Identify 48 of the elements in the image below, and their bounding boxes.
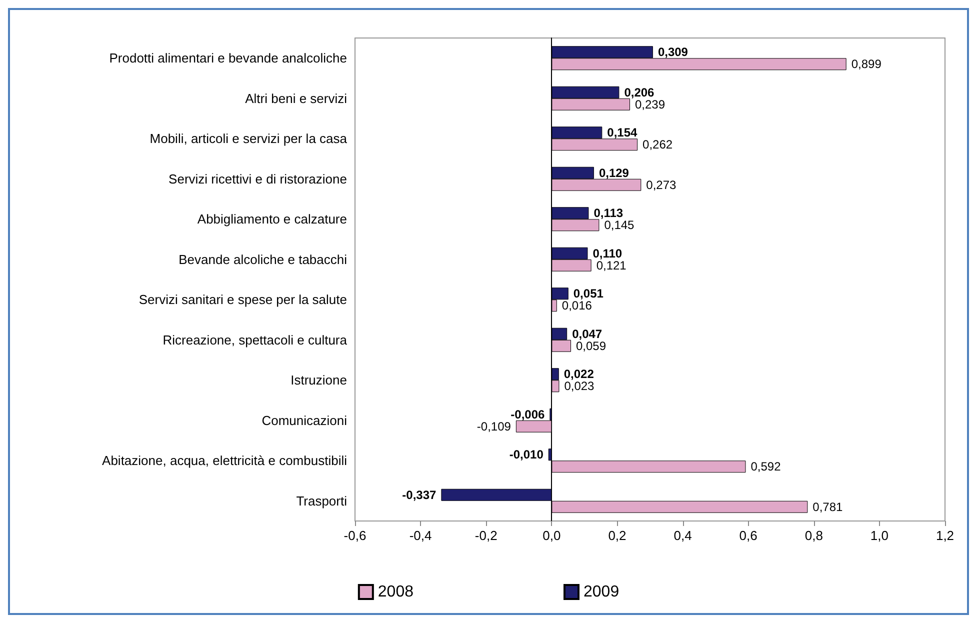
data-label: 0,239 xyxy=(635,97,666,112)
data-label: 0,899 xyxy=(851,57,882,72)
y-tick-label: Prodotti alimentari e bevande analcoliche xyxy=(109,50,347,66)
data-label: -0,006 xyxy=(510,407,546,422)
y-tick-label: Comunicazioni xyxy=(262,412,348,428)
y-tick-label: Abbigliamento e calzature xyxy=(197,212,347,227)
x-tick-label: 0,2 xyxy=(608,528,626,543)
data-label: 0,121 xyxy=(596,258,627,272)
x-tick-label: 1,0 xyxy=(870,528,888,543)
x-tick-label: 0,6 xyxy=(739,528,758,543)
data-label: 0,154 xyxy=(607,126,638,140)
data-label: 0,016 xyxy=(562,298,592,313)
x-tick-label: 0,0 xyxy=(542,528,561,543)
y-tick-label: Bevande alcoliche e tabacchi xyxy=(178,252,348,267)
y-tick-label: Mobili, articoli e servizi per la casa xyxy=(150,131,348,146)
x-tick-label: 1,2 xyxy=(936,528,954,543)
data-label: 0,023 xyxy=(564,379,595,394)
data-label: 0,781 xyxy=(812,500,844,514)
x-tick-label: -0,2 xyxy=(474,528,498,543)
data-label: -0,337 xyxy=(402,488,437,502)
data-label: 0,051 xyxy=(573,286,604,301)
data-label: 0,309 xyxy=(658,45,688,60)
data-label: -0,109 xyxy=(476,419,512,434)
x-tick-label: -0,6 xyxy=(344,528,366,543)
y-tick-label: Istruzione xyxy=(290,372,347,388)
y-tick-label: Altri beni e servizi xyxy=(245,90,348,106)
x-tick-label: 0,8 xyxy=(804,528,823,543)
data-label: 0,059 xyxy=(576,338,606,353)
y-tick-label: Ricreazione, spettacoli e cultura xyxy=(162,332,348,348)
data-label: 0,022 xyxy=(564,367,594,382)
y-tick-label: Servizi sanitari e spese per la salute xyxy=(138,292,347,308)
y-tick-label: Abitazione, acqua, elettricità e combustibili xyxy=(102,453,348,468)
data-label: 0,262 xyxy=(642,138,673,152)
x-tick-label: 0,4 xyxy=(674,528,692,543)
y-tick-label: Servizi ricettivi e di ristorazione xyxy=(168,171,347,186)
data-label: 0,129 xyxy=(598,166,630,180)
data-label: 0,206 xyxy=(624,85,655,100)
y-tick-label: Trasporti xyxy=(296,493,348,508)
data-label: 0,592 xyxy=(750,460,782,474)
data-label: 0,145 xyxy=(604,218,635,232)
data-label: 0,113 xyxy=(594,206,624,220)
legend-label: 2008 xyxy=(378,584,414,600)
legend-label: 2009 xyxy=(584,584,620,600)
data-label: -0,010 xyxy=(509,448,544,462)
data-label: 0,047 xyxy=(572,326,602,341)
x-tick-label: -0,4 xyxy=(409,528,432,543)
data-label: 0,273 xyxy=(646,178,677,192)
data-label: 0,110 xyxy=(592,246,622,260)
